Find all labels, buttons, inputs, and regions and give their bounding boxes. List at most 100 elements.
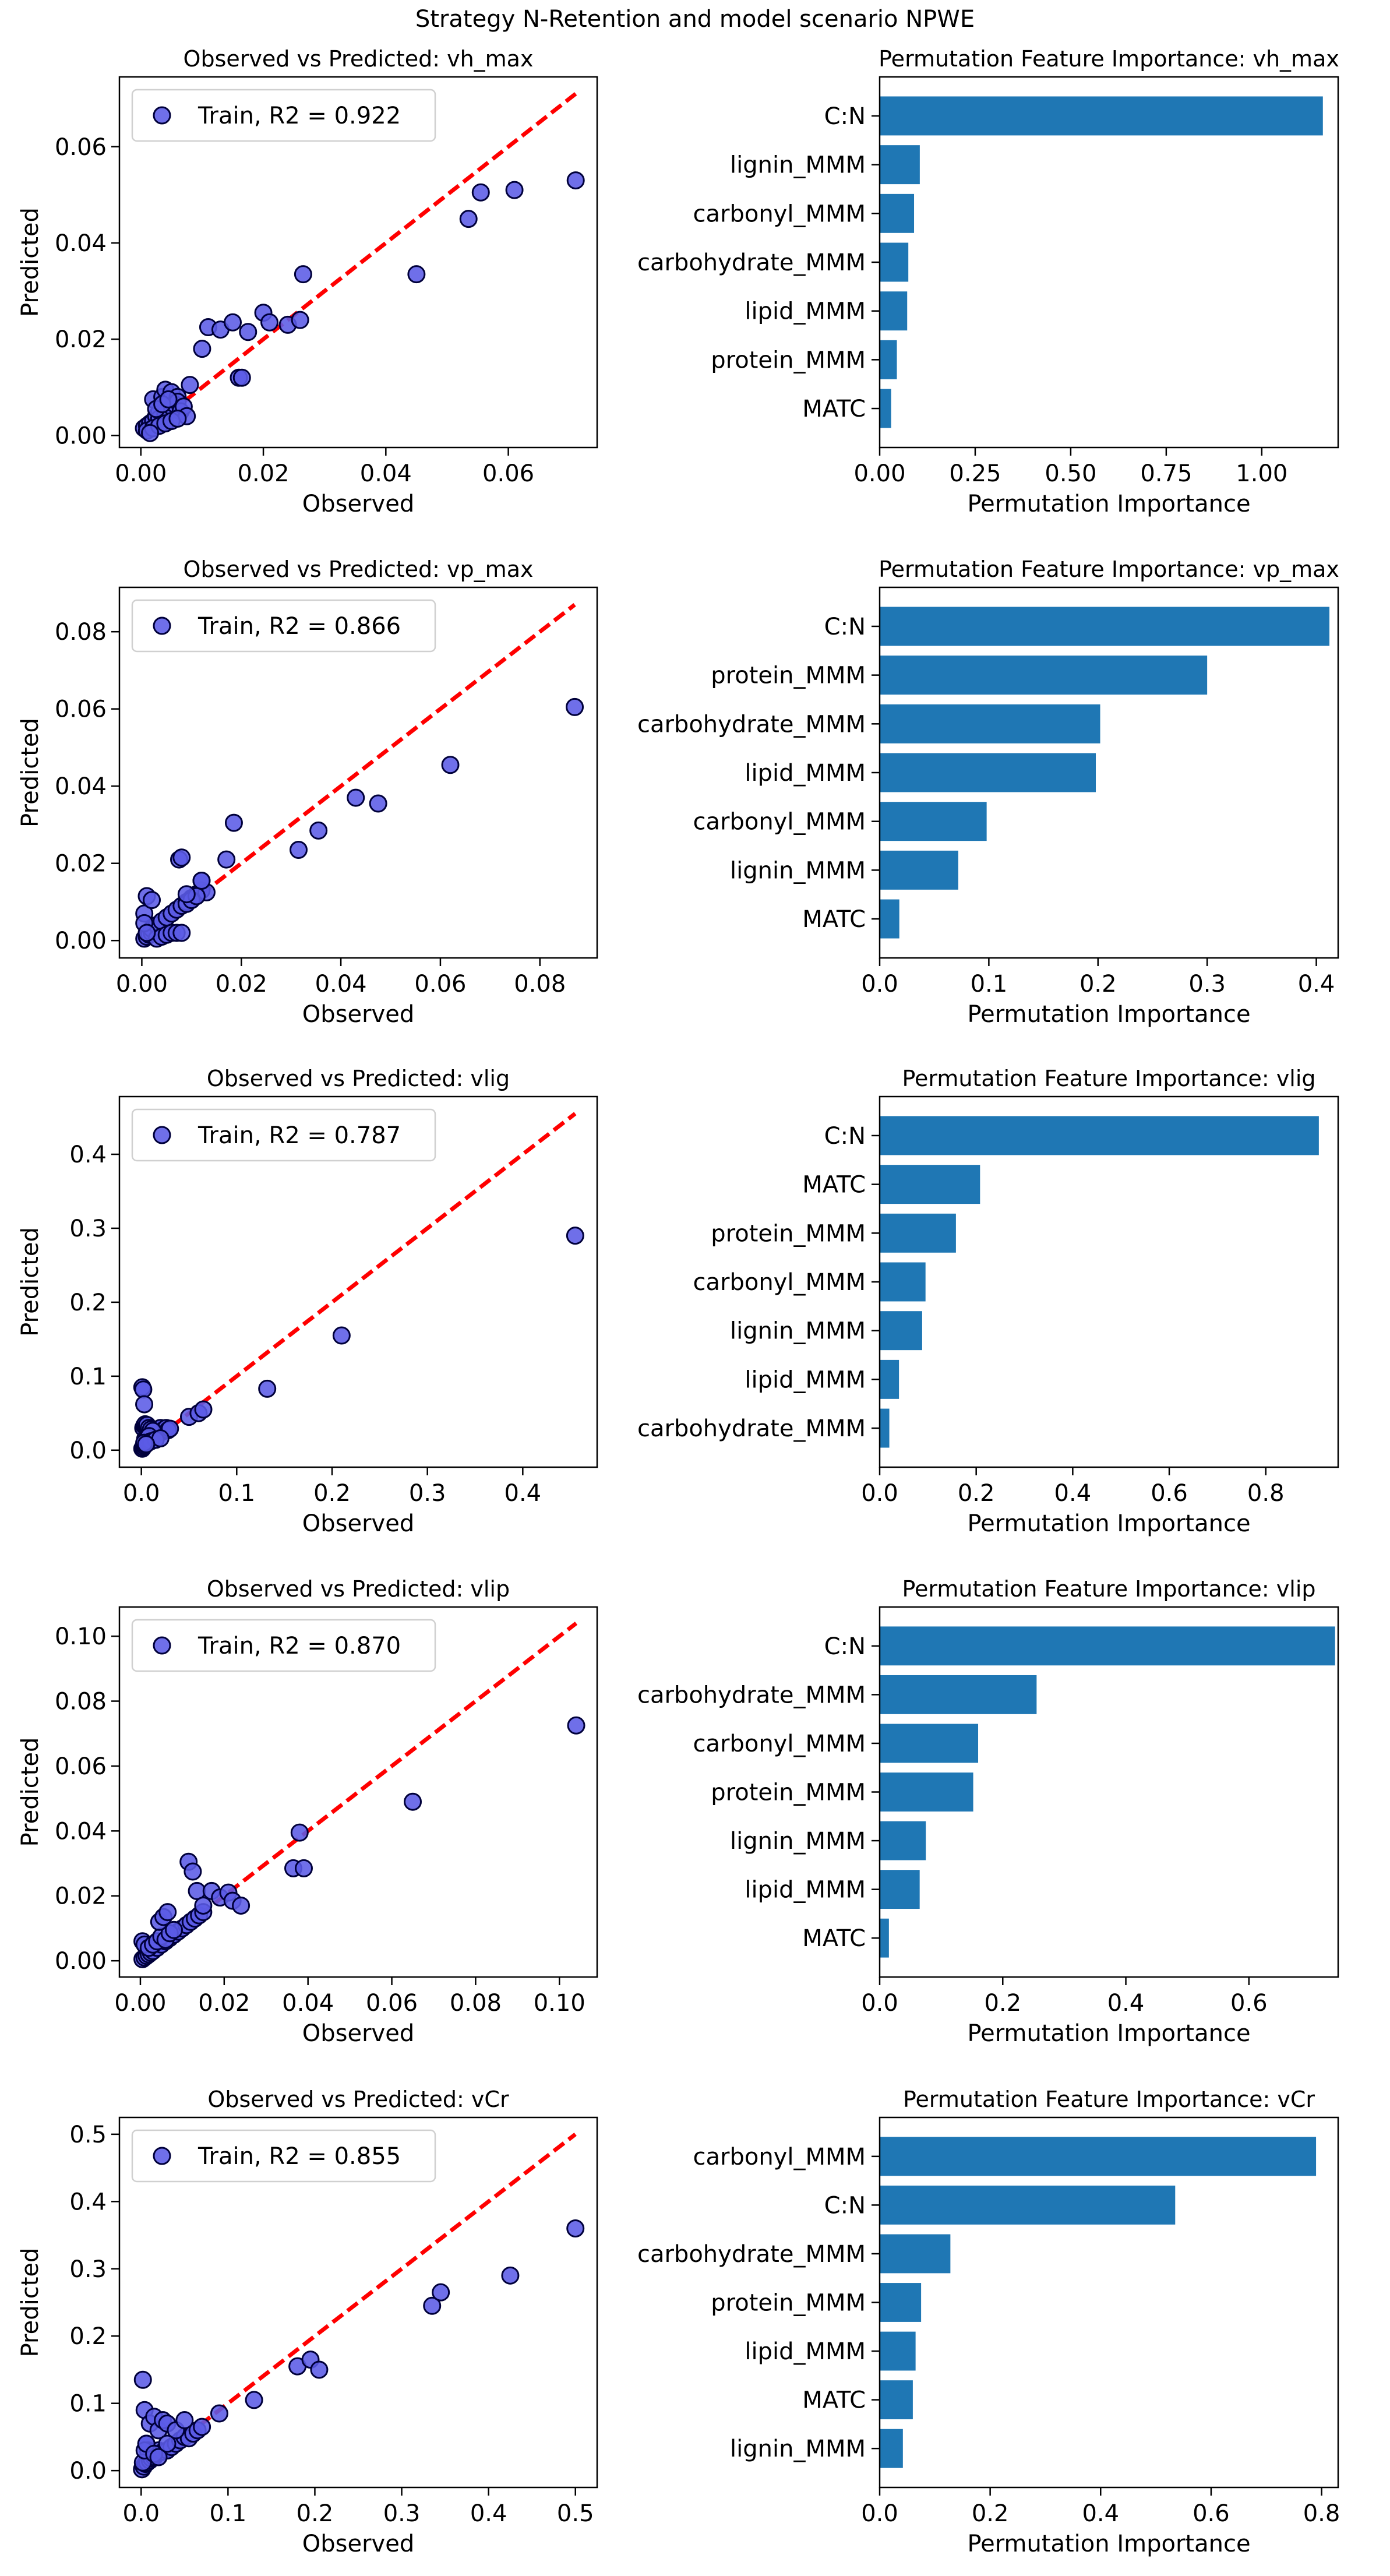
category-label: carbohydrate_MMM bbox=[637, 2241, 866, 2268]
importance-bar bbox=[880, 1165, 980, 1204]
scatter-point bbox=[294, 1859, 313, 1877]
x-axis-label: Permutation Importance bbox=[967, 1001, 1250, 1028]
x-tick-label: 0.04 bbox=[282, 1990, 334, 2017]
x-tick-label: 0.6 bbox=[1193, 2500, 1230, 2527]
x-tick-label: 0.0 bbox=[122, 2500, 160, 2527]
scatter-point bbox=[232, 368, 251, 387]
scatter-point bbox=[224, 813, 243, 832]
x-tick-label: 0.2 bbox=[984, 1990, 1021, 2017]
x-tick-label: 0.4 bbox=[1107, 1990, 1145, 2017]
scatter-points bbox=[133, 1227, 584, 1458]
importance-bar bbox=[880, 1311, 922, 1351]
category-label: C:N bbox=[824, 103, 866, 130]
category-label: carbohydrate_MMM bbox=[637, 1682, 866, 1708]
scatter-point bbox=[232, 1896, 251, 1915]
x-axis-label: Permutation Importance bbox=[967, 1510, 1250, 1537]
x-tick-label: 0.0 bbox=[123, 1480, 160, 1507]
y-tick-label: 0.0 bbox=[69, 2458, 107, 2485]
importance-panel-3: Permutation Feature Importance: vlip C:N c… bbox=[637, 1576, 1339, 2047]
category-label: protein_MMM bbox=[711, 347, 866, 373]
scatter-point bbox=[172, 848, 191, 867]
x-tick-label: 0.08 bbox=[514, 971, 566, 998]
scatter-point bbox=[177, 885, 196, 904]
y-tick-label: 0.4 bbox=[69, 1141, 107, 1168]
scatter-point bbox=[260, 313, 279, 332]
category-label: protein_MMM bbox=[711, 1220, 866, 1247]
scatter-point bbox=[137, 924, 156, 942]
importance-bar bbox=[880, 1359, 899, 1399]
category-label: carbohydrate_MMM bbox=[637, 249, 866, 276]
y-tick-label: 0.00 bbox=[55, 928, 107, 954]
panel-title: Permutation Feature Importance: vCr bbox=[903, 2087, 1315, 2112]
importance-bar bbox=[880, 1675, 1037, 1714]
scatter-point bbox=[566, 2219, 585, 2237]
importance-bar bbox=[880, 607, 1330, 646]
x-tick-label: 0.1 bbox=[218, 1480, 256, 1507]
x-tick-label: 0.8 bbox=[1247, 1480, 1285, 1507]
x-tick-label: 0.0 bbox=[861, 971, 898, 998]
scatter-point bbox=[566, 171, 585, 190]
scatter-point bbox=[471, 183, 490, 202]
legend: Train, R2 = 0.870 bbox=[131, 1619, 436, 1672]
importance-panel-1: Permutation Feature Importance: vp_max C:… bbox=[637, 556, 1339, 1028]
y-tick-label: 0.08 bbox=[55, 1689, 107, 1715]
scatter-point bbox=[194, 1896, 213, 1915]
scatter-point bbox=[165, 1920, 184, 1939]
y-tick-label: 0.5 bbox=[69, 2122, 107, 2148]
y-tick-label: 0.04 bbox=[55, 773, 107, 800]
legend-box bbox=[131, 89, 436, 142]
scatter-point bbox=[137, 1435, 156, 1454]
scatter-points bbox=[135, 171, 585, 442]
legend-marker bbox=[153, 106, 171, 125]
importance-panel-4: Permutation Feature Importance: vCr carbo… bbox=[637, 2087, 1340, 2557]
x-tick-label: 0.00 bbox=[116, 971, 168, 998]
x-axis-label: Permutation Importance bbox=[967, 491, 1250, 517]
axes-frame bbox=[118, 2116, 598, 2489]
x-tick-label: 0.3 bbox=[1188, 971, 1226, 998]
y-axis-label: Predicted bbox=[17, 1227, 44, 1337]
x-tick-label: 1.00 bbox=[1236, 460, 1287, 487]
x-tick-label: 0.04 bbox=[360, 460, 412, 487]
category-label: carbohydrate_MMM bbox=[637, 1415, 866, 1442]
x-axis-label: Permutation Importance bbox=[967, 2531, 1250, 2557]
x-axis-label: Observed bbox=[302, 1510, 414, 1537]
x-tick-label: 0.25 bbox=[949, 460, 1001, 487]
legend: Train, R2 = 0.855 bbox=[131, 2129, 436, 2183]
importance-bar bbox=[880, 1918, 889, 1958]
scatter-point bbox=[158, 1903, 177, 1922]
y-tick-label: 0.00 bbox=[55, 422, 107, 449]
x-tick-label: 0.2 bbox=[1079, 971, 1117, 998]
identity-line bbox=[140, 2133, 577, 2472]
importance-bar bbox=[880, 1262, 926, 1302]
legend-label: Train, R2 = 0.922 bbox=[197, 103, 401, 129]
identity-line bbox=[139, 1622, 578, 1962]
category-label: C:N bbox=[824, 1123, 866, 1150]
importance-bar bbox=[880, 704, 1100, 743]
category-label: carbohydrate_MMM bbox=[637, 711, 866, 738]
y-tick-label: 0.2 bbox=[69, 1289, 107, 1316]
importance-bar bbox=[880, 1116, 1319, 1155]
legend-box bbox=[131, 2129, 436, 2183]
x-tick-label: 0.0 bbox=[861, 1480, 898, 1507]
category-label: carbonyl_MMM bbox=[693, 1269, 866, 1296]
scatter-point bbox=[184, 1862, 202, 1881]
x-tick-label: 0.4 bbox=[1082, 2500, 1119, 2527]
legend-label: Train, R2 = 0.855 bbox=[197, 2143, 401, 2170]
scatter-point bbox=[347, 788, 365, 807]
category-label: C:N bbox=[824, 1633, 866, 1660]
scatter-point bbox=[133, 2370, 152, 2389]
scatter-point bbox=[566, 1227, 584, 1245]
scatter-point bbox=[407, 265, 426, 284]
importance-bar bbox=[880, 802, 987, 841]
x-tick-label: 0.6 bbox=[1151, 1480, 1188, 1507]
category-label: carbonyl_MMM bbox=[693, 809, 866, 836]
y-axis-label: Predicted bbox=[17, 2248, 44, 2357]
scatter-point bbox=[459, 210, 478, 228]
x-tick-label: 0.2 bbox=[972, 2500, 1009, 2527]
scatter-point bbox=[175, 2411, 194, 2430]
legend-label: Train, R2 = 0.866 bbox=[197, 613, 401, 640]
axes-frame bbox=[118, 586, 598, 959]
x-tick-label: 0.04 bbox=[315, 971, 367, 998]
scatter-point bbox=[432, 2283, 450, 2302]
